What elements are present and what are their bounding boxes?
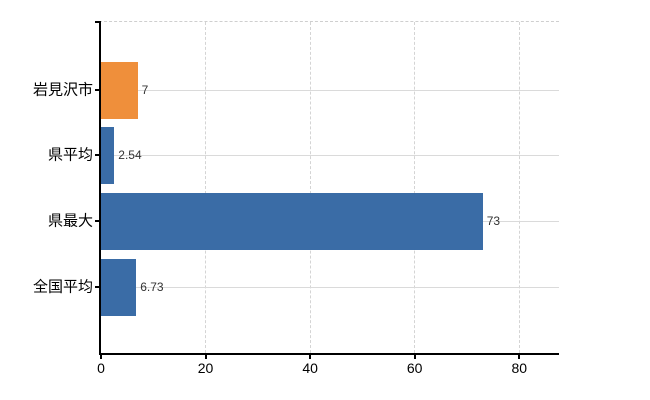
y-axis-tick <box>95 154 101 156</box>
bar-1 <box>101 61 138 119</box>
category-gridline <box>101 89 559 91</box>
category-label: 県最大 <box>47 212 93 230</box>
x-axis-tick-label: 40 <box>302 360 318 376</box>
plot-area: 7 2.54 73 6.73 <box>99 21 559 355</box>
category-gridline <box>101 154 559 156</box>
x-axis-tick <box>518 353 521 359</box>
y-axis-tick <box>95 89 101 91</box>
category-label: 県平均 <box>47 146 93 164</box>
x-axis-tick-label: 20 <box>197 360 214 376</box>
y-axis-tick <box>95 286 101 288</box>
x-axis-tick <box>309 353 312 359</box>
bar-2 <box>101 126 115 184</box>
category-gridline <box>101 286 559 288</box>
y-axis-tick <box>95 220 101 222</box>
x-axis-tick-label: 60 <box>406 360 423 376</box>
category-label: 岩見沢市 <box>32 81 93 99</box>
bar-3 <box>101 192 483 250</box>
bar-value-label: 73 <box>486 214 501 228</box>
bar-value-label: 6.73 <box>140 280 164 294</box>
x-axis-tick-label: 80 <box>511 360 528 376</box>
x-gridline <box>309 22 311 353</box>
x-gridline <box>414 22 416 353</box>
x-axis-tick <box>100 353 102 359</box>
x-gridline <box>518 22 520 353</box>
bar-value-label: 7 <box>141 83 149 97</box>
bar-4 <box>101 258 137 316</box>
x-gridline <box>205 22 207 353</box>
x-axis-tick-label: 0 <box>97 360 105 376</box>
y-axis-top-tick <box>95 21 101 23</box>
x-axis-tick <box>204 353 207 359</box>
category-label: 全国平均 <box>32 278 93 296</box>
bar-value-label: 2.54 <box>118 148 142 162</box>
x-axis-tick <box>413 353 416 359</box>
